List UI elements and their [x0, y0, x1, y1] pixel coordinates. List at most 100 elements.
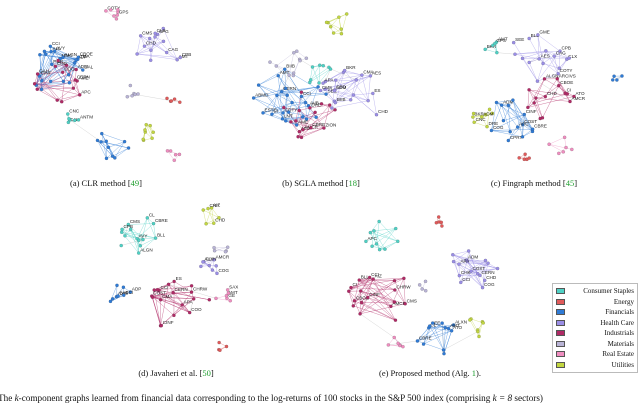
node-label: AMCR [216, 254, 230, 259]
graph-node [567, 56, 571, 60]
graph-node [113, 156, 117, 160]
graph-node [358, 312, 362, 316]
graph-edge [57, 94, 80, 101]
graph-node [612, 74, 616, 78]
node-label: AMT [179, 54, 189, 59]
graph-edge [372, 279, 396, 321]
graph-edge [271, 95, 278, 115]
graph-node [215, 271, 219, 276]
graph-edge [200, 259, 215, 267]
graph-edge [290, 121, 302, 138]
graph-node [32, 82, 37, 86]
graph-node [547, 142, 551, 146]
graph-edge [334, 75, 371, 91]
graph-edge [549, 137, 565, 145]
graph-node [449, 329, 454, 333]
graph-node [177, 152, 182, 157]
graph-edge [258, 84, 293, 103]
graph-edge [528, 62, 538, 82]
node-label: BLL [361, 275, 370, 280]
node-label: ALGN [65, 52, 78, 57]
graph-node [66, 73, 71, 77]
graph-edge [34, 73, 38, 84]
graph-node [212, 249, 217, 253]
graph-node [35, 87, 39, 91]
graph-edge [372, 246, 386, 250]
graph-edge [334, 74, 363, 91]
graph-node [520, 135, 525, 139]
graph-edge [491, 102, 497, 131]
legend-swatch [556, 288, 565, 295]
panel-proposed: AIZ BLL CBOE CCI CHRW CINF AMCR CMS CI CHD COST CCI… [320, 196, 530, 366]
graph-node [522, 112, 526, 117]
graph-edge [34, 65, 67, 84]
graph-edge [327, 22, 342, 34]
graph-edge [335, 70, 345, 103]
graph-node [480, 285, 485, 290]
node-label: ES [374, 88, 380, 93]
graph-edge [370, 232, 377, 245]
node-label: CCI [371, 272, 379, 277]
graph-edge [50, 46, 77, 61]
node-label: GME [539, 29, 549, 34]
node-label: AXP [118, 291, 127, 296]
graph-node [275, 93, 279, 98]
graph-node [317, 81, 321, 85]
graph-node [480, 115, 484, 119]
node-label: CCI [125, 290, 133, 295]
graph-node [333, 108, 337, 112]
graph-node [104, 139, 108, 143]
graph-edge [157, 281, 175, 290]
node-label: CCI [462, 277, 470, 282]
graph-edge [138, 237, 156, 254]
node-label: CBRE [419, 335, 432, 340]
graph-node [224, 294, 229, 298]
node-label: COG [218, 268, 229, 273]
graph-node [431, 321, 435, 325]
graph-node [543, 94, 548, 99]
graph-node [66, 112, 70, 116]
graph-edge [182, 298, 194, 306]
graph-edge [151, 295, 175, 316]
graph-edge [136, 223, 154, 239]
graph-node [469, 269, 473, 274]
graph-edge [151, 296, 162, 326]
graph-node [319, 102, 324, 106]
graph-node [557, 151, 561, 156]
graph-edge [564, 137, 567, 148]
graph-node [61, 79, 66, 84]
graph-edge [486, 109, 490, 127]
graph-edge [34, 83, 58, 101]
graph-node [173, 153, 178, 157]
graph-edge [37, 87, 74, 90]
graph-edge [512, 100, 523, 137]
graph-node [370, 244, 374, 248]
graph-edge [298, 127, 325, 137]
graph-edge [144, 41, 164, 47]
graph-node [280, 117, 285, 121]
graph-node [424, 289, 428, 293]
graph-clr: DALALLAVYMMCPGRCMAADPCBOEALGNCINFCCIAMEC… [32, 5, 191, 162]
graph-edge [214, 247, 228, 251]
graph-edge [271, 102, 293, 115]
node-label: APA [325, 78, 335, 83]
graph-edge [290, 121, 311, 128]
graph-node [161, 26, 165, 31]
graph-node [486, 261, 490, 265]
node-label: CI [567, 88, 572, 93]
graph-edge [474, 122, 488, 127]
graph-edge [137, 53, 181, 58]
graph-edge [295, 120, 311, 128]
graph-edge [361, 301, 395, 303]
graph-node [125, 95, 129, 99]
graph-edge [312, 65, 324, 68]
graph-edge [39, 53, 46, 77]
graph-edge [310, 65, 320, 81]
graph-node [145, 216, 150, 220]
graph-edge [370, 232, 398, 242]
graph-node [490, 111, 495, 116]
graph-node [171, 291, 175, 295]
graph-edge [353, 280, 395, 307]
graph-edge [466, 261, 483, 288]
graph-node [339, 27, 343, 31]
